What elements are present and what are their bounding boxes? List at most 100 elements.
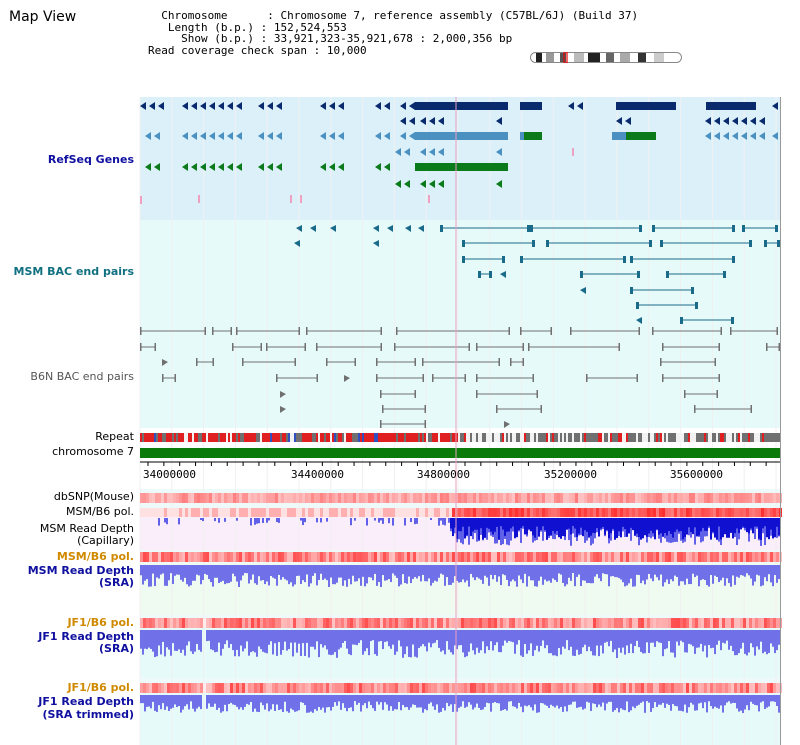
refseq-genes-track[interactable] — [140, 102, 778, 204]
heat-cell — [347, 552, 350, 562]
depth-bar — [508, 518, 510, 546]
depth-bar — [498, 695, 500, 704]
heat-cell — [710, 508, 713, 517]
heat-cell — [392, 552, 395, 562]
heat-cell — [329, 618, 332, 628]
heat-cell — [431, 683, 434, 693]
depth-bar — [258, 630, 260, 647]
gene-arrow — [404, 180, 410, 188]
depth-bar — [478, 518, 480, 540]
depth-bar — [616, 630, 618, 658]
depth-bar — [586, 695, 588, 702]
depth-bar — [392, 630, 394, 645]
heat-cell — [635, 552, 638, 562]
depth-bar — [458, 518, 460, 532]
bac-end — [662, 374, 664, 382]
depth-bar — [558, 518, 560, 538]
bac-end — [520, 256, 523, 263]
depth-bar — [226, 565, 228, 584]
depth-bar — [720, 518, 722, 540]
depth-bar — [502, 630, 504, 646]
region-info: Chromosome : Chromosome 7, reference ass… — [148, 10, 638, 56]
heat-cell — [368, 683, 371, 693]
chromosome-bar[interactable] — [140, 448, 781, 458]
depth-bar — [340, 695, 342, 710]
depth-bar — [452, 695, 454, 712]
bac-end — [440, 225, 443, 232]
depth-bar — [394, 565, 396, 576]
repeat-segment — [404, 433, 406, 442]
heat-cell — [656, 493, 659, 503]
heat-cell — [641, 508, 644, 517]
heat-cell — [434, 508, 437, 517]
repeat-segment — [618, 433, 620, 442]
repeat-track[interactable] — [140, 433, 781, 442]
heat-cell — [425, 552, 428, 562]
heat-cell — [335, 552, 338, 562]
bac-end — [414, 358, 416, 366]
depth-bar — [476, 695, 478, 704]
depth-bar — [394, 630, 396, 655]
heat-cell — [254, 508, 257, 517]
heat-cell — [704, 683, 707, 693]
depth-bar — [692, 518, 694, 535]
repeat-segment — [266, 433, 268, 442]
b6n-bac-track[interactable] — [140, 327, 780, 428]
read-depth-tracks[interactable] — [140, 518, 780, 713]
gene-arrow — [209, 163, 215, 171]
heat-cell — [608, 493, 611, 503]
depth-bar — [332, 630, 334, 655]
repeat-segment — [248, 433, 250, 442]
heatmap-tracks[interactable] — [140, 493, 782, 693]
heat-cell — [608, 618, 611, 628]
heat-cell — [299, 552, 302, 562]
heat-cell — [419, 508, 422, 517]
heat-cell — [419, 552, 422, 562]
depth-bar — [280, 630, 282, 655]
depth-bar — [510, 630, 512, 642]
heat-cell — [176, 508, 179, 517]
heat-cell — [296, 552, 299, 562]
repeat-segment — [366, 433, 368, 442]
heat-cell — [521, 683, 524, 693]
depth-bar — [218, 695, 220, 708]
depth-bar — [240, 695, 242, 708]
depth-bar — [298, 630, 300, 644]
repeat-segment — [746, 433, 748, 442]
bac-end — [778, 343, 780, 351]
depth-bar — [214, 518, 216, 522]
heat-cell — [533, 508, 536, 517]
heat-cell — [659, 618, 662, 628]
heat-cell — [758, 493, 761, 503]
depth-bar — [140, 695, 142, 704]
depth-bar — [170, 695, 172, 709]
repeat-segment — [528, 433, 530, 442]
heat-cell — [233, 683, 236, 693]
depth-bar — [184, 695, 186, 707]
msm-bac-track[interactable] — [294, 225, 780, 324]
pink-mark — [198, 195, 200, 203]
heat-cell — [605, 618, 608, 628]
heat-cell — [521, 552, 524, 562]
depth-bar — [142, 695, 144, 704]
heat-cell — [635, 508, 638, 517]
depth-bar — [684, 630, 686, 653]
depth-bar — [570, 518, 572, 535]
repeat-segment — [684, 433, 686, 442]
depth-bar — [776, 518, 778, 538]
heat-cell — [263, 508, 266, 517]
depth-bar — [174, 695, 176, 705]
heat-cell — [458, 508, 461, 517]
depth-bar — [288, 630, 290, 650]
bac-end — [276, 374, 278, 382]
depth-bar — [512, 565, 514, 580]
heat-cell — [173, 683, 176, 693]
heat-cell — [170, 618, 173, 628]
repeat-segment — [604, 433, 606, 442]
heat-cell — [611, 618, 614, 628]
heat-cell — [488, 618, 491, 628]
chromosome-ideogram[interactable] — [530, 52, 682, 63]
depth-bar — [494, 695, 496, 703]
repeat-segment — [220, 433, 222, 442]
